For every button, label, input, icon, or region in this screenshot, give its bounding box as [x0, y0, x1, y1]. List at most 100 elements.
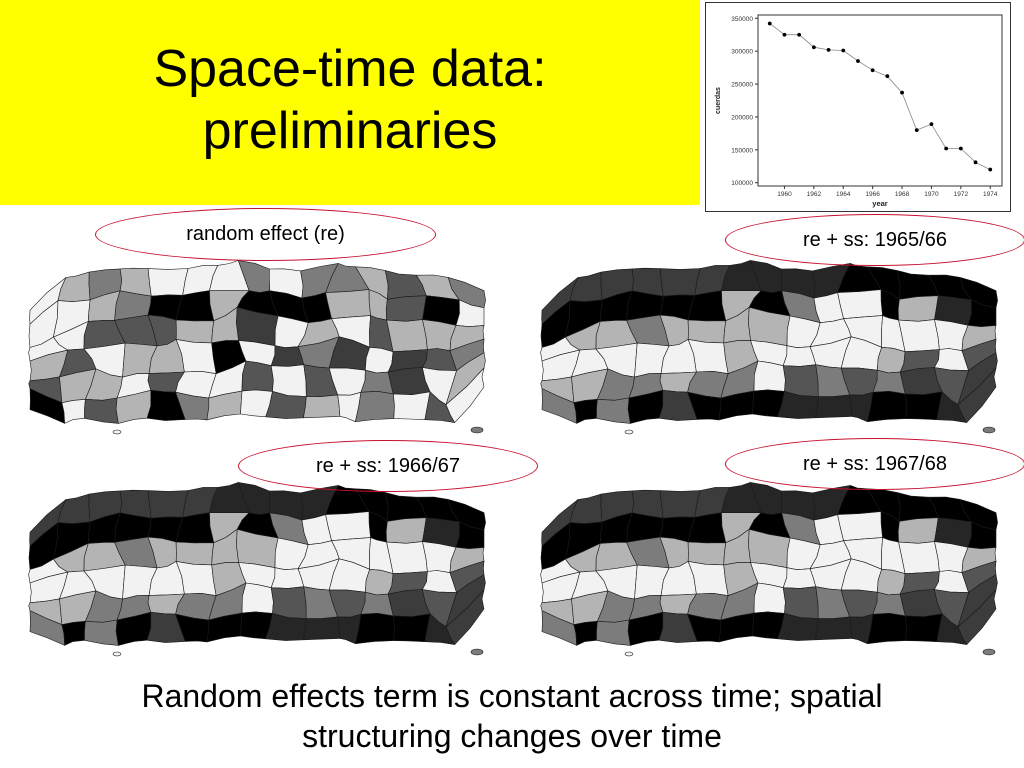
municipalities	[28, 482, 486, 646]
municipality	[898, 319, 940, 352]
y-tick-label: 100000	[731, 180, 753, 187]
y-tick-label: 300000	[731, 49, 753, 56]
islet	[112, 651, 122, 657]
municipality	[837, 511, 883, 542]
municipality	[957, 367, 997, 423]
municipality	[898, 541, 940, 574]
data-point	[870, 68, 875, 73]
municipalities	[540, 482, 998, 646]
x-axis-label: year	[872, 199, 888, 208]
municipality	[392, 391, 431, 420]
municipality	[867, 391, 907, 422]
data-point	[958, 146, 963, 151]
municipality	[876, 569, 906, 596]
data-point	[988, 167, 993, 172]
municipality	[57, 271, 91, 303]
data-point	[767, 21, 772, 26]
data-point	[914, 128, 919, 132]
municipality	[445, 367, 485, 423]
series-line	[769, 23, 991, 170]
municipality	[392, 613, 431, 642]
island	[982, 426, 996, 434]
map-1965-66	[540, 260, 998, 435]
data-point	[782, 32, 787, 37]
data-point	[973, 160, 978, 165]
municipality	[241, 360, 274, 392]
x-tick-label: 1974	[983, 191, 998, 198]
island	[470, 648, 484, 656]
municipality	[175, 541, 215, 566]
chart-svg: 100000 150000 200000 250000 300000 350000 1960…	[715, 14, 1003, 208]
plot-frame	[757, 14, 1003, 187]
data-point	[885, 74, 890, 79]
municipality	[753, 360, 786, 392]
municipality	[386, 319, 428, 352]
municipality	[867, 613, 907, 644]
municipality	[325, 289, 371, 320]
municipality	[147, 490, 189, 519]
municipality	[837, 289, 883, 320]
municipality	[815, 394, 853, 419]
label-1966-67: re + ss: 1966/67	[238, 440, 538, 492]
municipality	[897, 295, 939, 322]
y-tick-label: 200000	[731, 114, 753, 121]
x-tick-label: 1970	[924, 191, 939, 198]
map-1967-68	[540, 482, 998, 657]
islet	[624, 651, 634, 657]
municipality	[904, 613, 943, 642]
data-point	[856, 59, 860, 63]
municipality	[147, 268, 189, 297]
municipality	[573, 399, 598, 424]
municipality	[573, 621, 598, 646]
title-banner: Space-time data: preliminaries	[0, 0, 700, 205]
municipality	[687, 319, 727, 344]
y-tick-label: 150000	[731, 147, 753, 154]
slide-title-line-1: Space-time data:	[153, 40, 547, 98]
label-random-effect: random effect (re)	[95, 208, 436, 261]
label-1967-68: re + ss: 1967/68	[725, 438, 1024, 490]
municipality	[569, 271, 603, 303]
islet	[624, 429, 634, 435]
data-point	[944, 146, 949, 151]
x-tick-label: 1968	[895, 191, 910, 198]
municipality	[303, 616, 341, 641]
label-1965-66: re + ss: 1965/66	[725, 214, 1024, 266]
municipality	[687, 541, 727, 566]
island	[982, 648, 996, 656]
x-tick-label: 1960	[777, 191, 792, 198]
municipality	[84, 397, 119, 424]
municipality	[385, 517, 427, 544]
municipality	[386, 541, 428, 574]
x-tick-label: 1962	[807, 191, 822, 198]
municipality	[659, 490, 701, 519]
data-point	[826, 47, 831, 52]
municipality	[325, 511, 371, 542]
caption-line-1: Random effects term is constant across t…	[141, 678, 883, 714]
municipality	[57, 493, 91, 525]
island	[470, 426, 484, 434]
municipality	[270, 364, 307, 397]
municipality	[569, 493, 603, 525]
municipality	[385, 295, 427, 322]
bottom-caption: Random effects term is constant across t…	[20, 676, 1004, 756]
data-point	[797, 32, 802, 37]
municipality	[957, 589, 997, 645]
municipality	[876, 347, 906, 374]
map-1966-67	[28, 482, 486, 657]
slide-title: Space-time data: preliminaries	[40, 38, 660, 162]
municipalities	[28, 260, 486, 424]
municipality	[815, 616, 853, 641]
x-tick-label: 1966	[865, 191, 880, 198]
x-tick-label: 1972	[954, 191, 969, 198]
slide-title-line-2: preliminaries	[202, 102, 498, 160]
municipality	[659, 268, 701, 297]
municipality	[782, 364, 819, 397]
municipality	[61, 399, 86, 424]
municipality	[445, 589, 485, 645]
y-tick-label: 350000	[731, 16, 753, 23]
municipality	[364, 569, 394, 596]
municipality	[303, 394, 341, 419]
municipality	[596, 397, 631, 424]
cuerdas-line-chart: 100000 150000 200000 250000 300000 350000 1960…	[705, 2, 1011, 212]
data-point	[841, 48, 846, 53]
